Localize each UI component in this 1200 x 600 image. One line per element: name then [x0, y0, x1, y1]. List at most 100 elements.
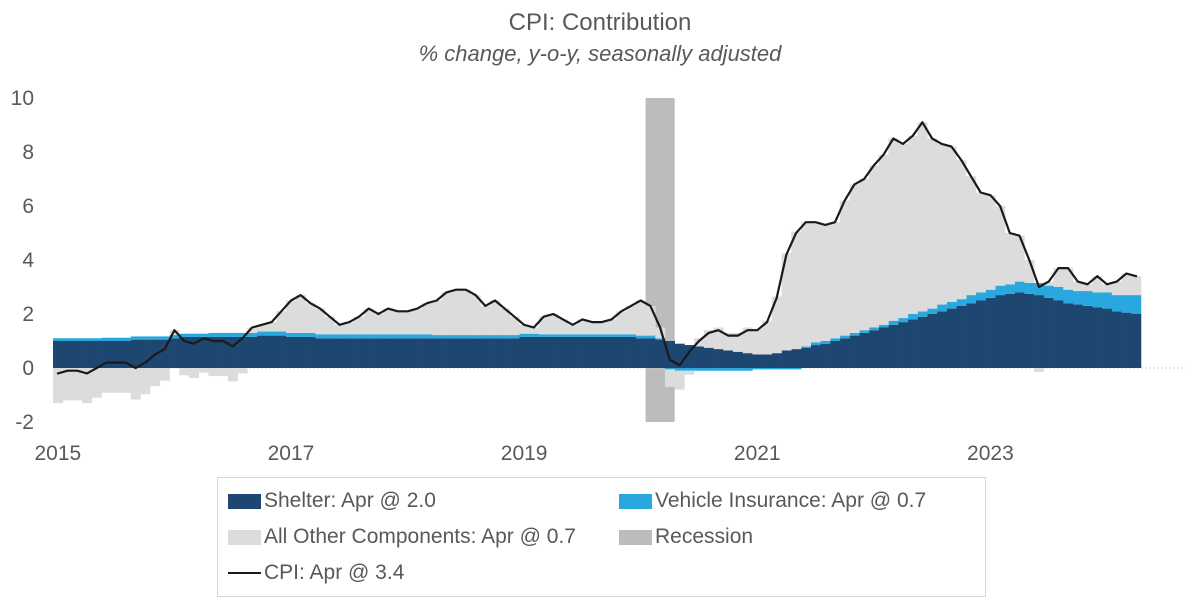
bar-segment: [188, 333, 200, 337]
shelter-bars: [53, 292, 1142, 368]
bar-segment: [985, 297, 996, 368]
bar-segment: [606, 336, 617, 368]
bar-segment: [334, 324, 345, 335]
bar-segment: [237, 368, 248, 374]
bar-segment: [499, 335, 510, 339]
bar-segment: [548, 336, 559, 368]
bar-segment: [198, 336, 209, 368]
bar-segment: [490, 338, 501, 368]
bar-segment: [373, 314, 384, 335]
bar-segment: [208, 336, 219, 368]
bar-segment: [713, 327, 724, 350]
bar-segment: [422, 338, 433, 368]
bar-segment: [159, 336, 170, 340]
bar-segment: [684, 368, 695, 371]
y-tick-label: 2: [22, 303, 34, 326]
legend-label-shelter: Shelter: Apr @ 2.0: [264, 489, 436, 512]
bar-segment: [859, 332, 870, 368]
bar-segment: [169, 335, 180, 339]
bar-segment: [490, 335, 501, 339]
bar-segment: [315, 308, 326, 335]
bar-segment: [218, 368, 229, 377]
bar-segment: [577, 334, 588, 337]
bar-segment: [188, 368, 200, 378]
bar-segment: [1063, 289, 1074, 304]
bar-segment: [140, 368, 151, 395]
y-tick-label: 8: [22, 141, 34, 164]
bar-segment: [120, 341, 132, 368]
bar-segment: [470, 295, 481, 336]
bar-segment: [1102, 284, 1113, 293]
bar-segment: [1004, 284, 1015, 294]
bar-segment: [878, 154, 889, 325]
legend-label-recession: Recession: [655, 525, 754, 548]
bar-segment: [762, 354, 773, 368]
bar-segment: [927, 308, 938, 314]
chart-legend: Shelter: Apr @ 2.0 Vehicle Insurance: Ap…: [217, 477, 986, 597]
bar-segment: [1102, 292, 1113, 309]
bar-segment: [402, 338, 413, 368]
bar-segment: [130, 339, 141, 368]
bar-segment: [120, 368, 132, 393]
bar-segment: [538, 336, 549, 368]
bar-segment: [810, 345, 821, 368]
bar-segment: [538, 316, 549, 335]
bar-segment: [402, 334, 413, 339]
bar-segment: [752, 354, 763, 368]
bar-segment: [839, 338, 850, 368]
bar-segment: [888, 138, 899, 321]
bar-segment: [742, 353, 753, 368]
bar-segment: [1034, 282, 1045, 296]
x-tick-label: 2023: [967, 442, 1014, 465]
bar-segment: [596, 322, 607, 335]
bar-segment: [635, 300, 646, 336]
bar-segment: [101, 368, 112, 393]
bar-segment: [558, 336, 569, 368]
x-tick-label: 2021: [734, 442, 781, 465]
bar-segment: [626, 305, 637, 335]
bar-segment: [917, 122, 928, 312]
bar-segment: [946, 308, 957, 368]
bar-segment: [684, 345, 695, 368]
bar-segment: [305, 303, 316, 333]
bar-segment: [334, 334, 345, 339]
bar-segment: [888, 320, 899, 325]
bar-segment: [519, 336, 530, 368]
bar-segment: [383, 334, 394, 339]
bar-segment: [1121, 273, 1132, 296]
bar-segment: [1111, 295, 1122, 312]
bar-segment: [1034, 295, 1045, 368]
bar-segment: [519, 333, 530, 337]
bar-segment: [188, 336, 200, 368]
bar-segment: [868, 327, 879, 331]
bar-segment: [276, 331, 287, 336]
bar-segment: [742, 327, 753, 354]
bar-segment: [956, 299, 967, 306]
bar-segment: [363, 308, 374, 335]
legend-label-vehicle-insurance: Vehicle Insurance: Apr @ 0.7: [655, 489, 927, 512]
bar-segment: [596, 336, 607, 368]
bar-segment: [742, 368, 753, 371]
bar-segment: [703, 347, 714, 368]
bar-segment: [1111, 311, 1122, 368]
bar-segment: [694, 368, 705, 371]
bar-segment: [732, 351, 743, 368]
bar-segment: [237, 332, 248, 337]
bar-segment: [849, 184, 860, 333]
bar-segment: [548, 334, 559, 337]
bar-segment: [334, 338, 345, 368]
bar-segment: [72, 341, 83, 368]
bar-segment: [276, 311, 287, 332]
bar-segment: [936, 311, 947, 368]
bar-segment: [256, 335, 268, 368]
bar-segment: [247, 332, 258, 337]
y-axis-labels: 10 8 6 4 2 0 -2: [11, 87, 35, 434]
bar-segment: [140, 339, 151, 368]
bar-segment: [1053, 268, 1064, 287]
bar-segment: [830, 222, 841, 339]
legend-label-cpi: CPI: Apr @ 3.4: [264, 561, 405, 584]
bar-segment: [558, 334, 569, 337]
all-other-components-bars: [53, 122, 1142, 404]
bar-segment: [1024, 260, 1035, 283]
bar-segment: [587, 334, 598, 337]
